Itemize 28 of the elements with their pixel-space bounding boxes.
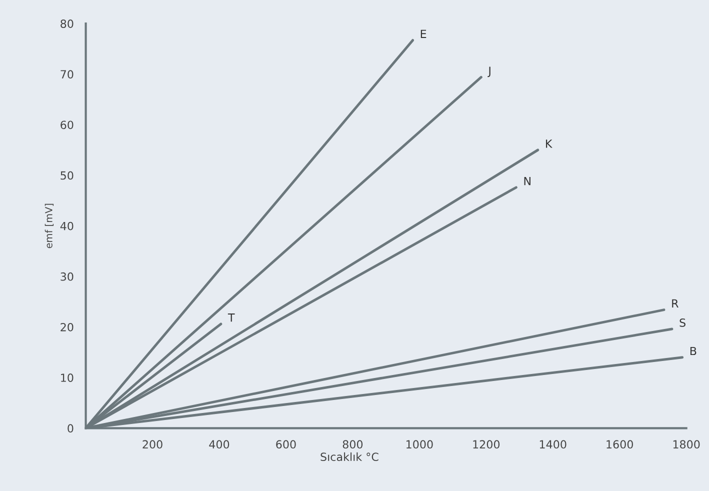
x-tick-label: 1000 xyxy=(406,440,433,449)
y-tick-label: 0 xyxy=(68,424,74,433)
series-label: E xyxy=(420,30,426,38)
y-axis-title: emf [mV] xyxy=(44,204,54,248)
x-tick-label: 400 xyxy=(209,440,230,449)
y-tick-label: 80 xyxy=(60,20,74,28)
y-tick-label: 20 xyxy=(60,322,74,332)
y-tick-label: 10 xyxy=(61,374,74,382)
x-tick-label: 1400 xyxy=(540,440,566,449)
series-label: N xyxy=(524,177,530,186)
x-tick-label: 1800 xyxy=(673,440,700,449)
x-tick-label: 800 xyxy=(342,440,363,449)
y-tick-label: 40 xyxy=(60,222,74,230)
y-tick-label: 30 xyxy=(60,272,74,281)
x-axis-title: Sıcaklık °C xyxy=(320,452,378,462)
y-tick-label: 60 xyxy=(60,120,74,130)
y-tick-label: 70 xyxy=(60,70,74,79)
x-tick-label: 600 xyxy=(276,440,296,449)
series-label: S xyxy=(680,318,686,327)
x-tick-label: 1600 xyxy=(606,440,633,449)
series-label: K xyxy=(546,140,552,148)
x-tick-label: 1200 xyxy=(473,440,500,449)
series-label: B xyxy=(690,346,696,356)
series-label: T xyxy=(228,314,235,322)
series-label: J xyxy=(488,66,490,78)
x-tick-label: 200 xyxy=(142,440,162,449)
series-label: R xyxy=(672,299,678,308)
y-tick-label: 50 xyxy=(60,171,74,180)
